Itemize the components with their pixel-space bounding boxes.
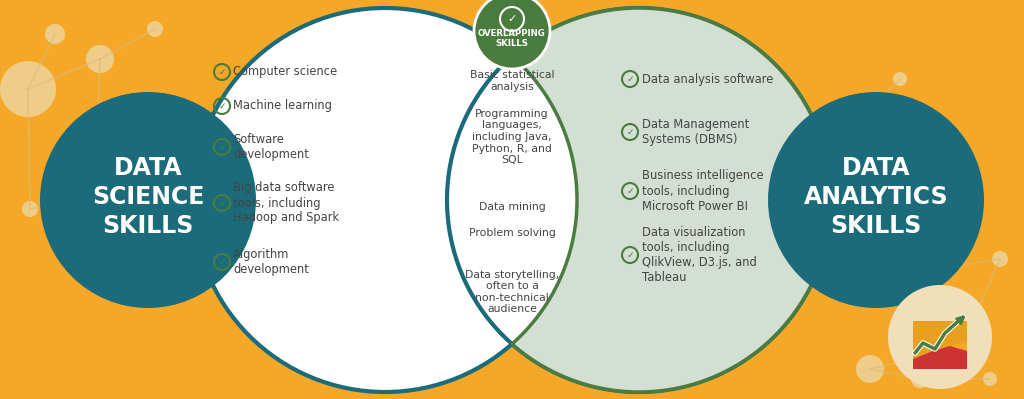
Circle shape	[193, 8, 577, 392]
Text: Problem solving: Problem solving	[469, 228, 555, 238]
Circle shape	[888, 285, 992, 389]
Text: ✓: ✓	[627, 75, 634, 83]
Circle shape	[992, 251, 1008, 267]
Circle shape	[22, 201, 38, 217]
Text: Data analysis software: Data analysis software	[642, 73, 773, 85]
Text: ✓: ✓	[218, 257, 225, 267]
Circle shape	[86, 45, 114, 73]
Text: OVERLAPPING: OVERLAPPING	[478, 28, 546, 38]
Text: Computer science: Computer science	[233, 65, 337, 79]
Text: Machine learning: Machine learning	[233, 99, 332, 113]
Text: ✓: ✓	[218, 67, 225, 77]
Circle shape	[768, 92, 984, 308]
Circle shape	[932, 321, 988, 377]
Text: ✓: ✓	[507, 14, 517, 24]
Text: Data Management
Systems (DBMS): Data Management Systems (DBMS)	[642, 118, 750, 146]
Circle shape	[88, 192, 102, 206]
Circle shape	[147, 21, 163, 37]
Text: SKILLS: SKILLS	[496, 40, 528, 49]
Polygon shape	[512, 8, 831, 392]
Text: Software
development: Software development	[233, 133, 309, 161]
Text: Big data software
tools, including
Hadoop and Spark: Big data software tools, including Hadoo…	[233, 182, 339, 225]
Text: Data storytelling,
often to a
non-technical
audience: Data storytelling, often to a non-techni…	[465, 270, 559, 314]
Text: ✓: ✓	[218, 142, 225, 152]
Text: ✓: ✓	[218, 101, 225, 111]
Circle shape	[893, 72, 907, 86]
Text: DATA
SCIENCE
SKILLS: DATA SCIENCE SKILLS	[92, 156, 204, 238]
Text: Basic statistical
analysis: Basic statistical analysis	[470, 70, 554, 92]
Text: Algorithm
development: Algorithm development	[233, 248, 309, 276]
Circle shape	[148, 132, 162, 146]
FancyBboxPatch shape	[913, 321, 967, 369]
Circle shape	[45, 24, 65, 44]
Polygon shape	[913, 321, 967, 359]
Circle shape	[848, 107, 872, 131]
Text: Data mining: Data mining	[478, 202, 546, 212]
Text: Business intelligence
tools, including
Microsoft Power BI: Business intelligence tools, including M…	[642, 170, 764, 213]
Circle shape	[911, 370, 929, 388]
Text: Data visualization
tools, including
QlikView, D3.js, and
Tableau: Data visualization tools, including Qlik…	[642, 226, 757, 284]
Text: ✓: ✓	[627, 128, 634, 136]
Circle shape	[0, 61, 56, 117]
Text: Programming
languages,
including Java,
Python, R, and
SQL: Programming languages, including Java, P…	[472, 109, 552, 165]
Text: ✓: ✓	[218, 198, 225, 207]
Circle shape	[856, 355, 884, 383]
Circle shape	[447, 8, 831, 392]
Circle shape	[933, 262, 947, 276]
Circle shape	[983, 372, 997, 386]
Circle shape	[474, 0, 550, 69]
Text: ✓: ✓	[627, 186, 634, 196]
Text: DATA
ANALYTICS
SKILLS: DATA ANALYTICS SKILLS	[804, 156, 948, 238]
Polygon shape	[913, 341, 967, 369]
Text: ✓: ✓	[627, 251, 634, 259]
Circle shape	[862, 271, 878, 287]
Circle shape	[40, 92, 256, 308]
